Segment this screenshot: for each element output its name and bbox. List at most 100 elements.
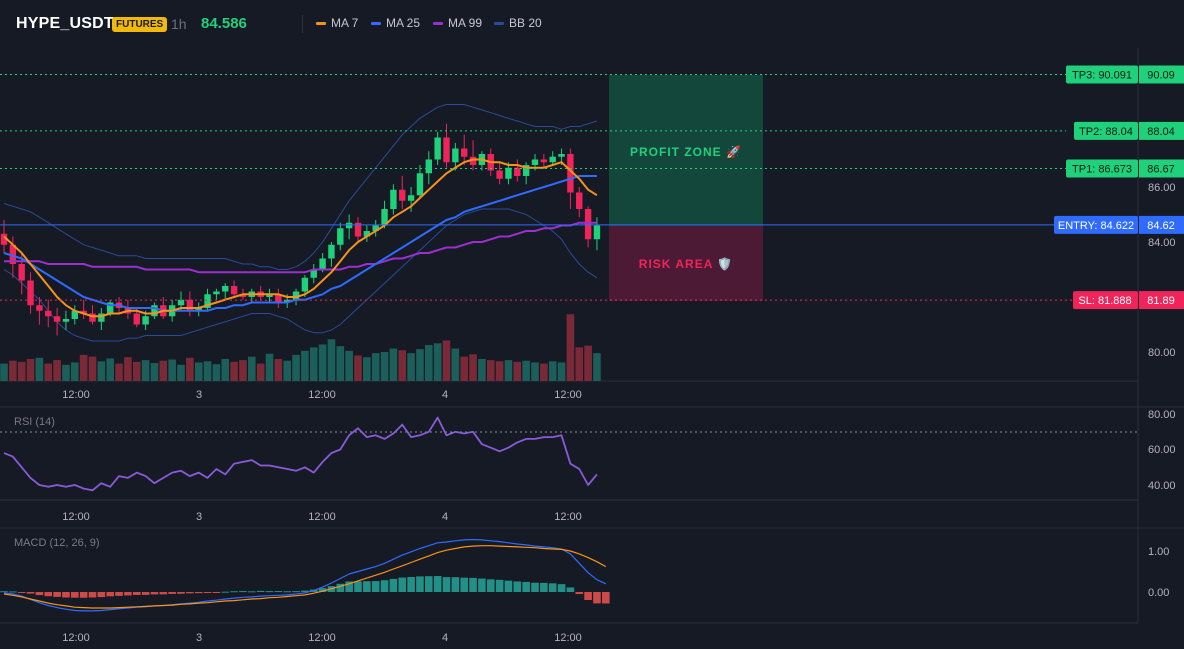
volume-bar [177, 364, 185, 381]
risk-zone-label: RISK AREA 🛡️ [639, 257, 733, 271]
macd-histogram-bar [469, 577, 477, 592]
candle-body [399, 189, 406, 201]
macd-histogram-bar [9, 591, 17, 593]
volume-bar [557, 362, 566, 381]
candle-body [133, 313, 140, 325]
volume-bar [97, 361, 106, 381]
macd-histogram-bar [486, 579, 495, 592]
legend-bb20[interactable]: BB 20 [494, 16, 542, 30]
macd-histogram-bar [53, 592, 61, 597]
macd-histogram-bar [177, 592, 185, 594]
volume-bar [248, 356, 256, 381]
volume-bar [407, 353, 415, 381]
volume-bar [389, 348, 398, 381]
macd-histogram-bar [495, 579, 504, 592]
volume-bar [531, 362, 539, 381]
volume-bar [44, 363, 53, 381]
rsi-tick: 60.00 [1148, 444, 1176, 456]
volume-bar [584, 345, 592, 381]
macd-tick: 0.00 [1148, 587, 1169, 599]
macd-histogram-bar [35, 592, 44, 596]
legend-ma7[interactable]: MA 7 [316, 16, 358, 30]
candle-body [540, 159, 548, 163]
candle-body [390, 189, 397, 209]
futures-badge: FUTURES [112, 17, 168, 32]
profit-zone [609, 75, 763, 226]
macd-histogram-bar [389, 578, 398, 592]
candle-body [36, 305, 43, 311]
macd-histogram-bar [186, 592, 194, 594]
candle-body [0, 233, 8, 245]
volume-bar [194, 362, 203, 381]
tp2-tag[interactable]: TP2: 88.04 88.04 [1074, 121, 1184, 140]
volume-bar [132, 361, 141, 381]
candle-body [213, 291, 220, 295]
price-axis[interactable]: 86.00 84.00 80.00 [1148, 182, 1176, 359]
volume-bar [478, 358, 486, 381]
macd-histogram-bar [62, 592, 70, 598]
macd-histogram-bar [460, 577, 468, 592]
timeframe-selector[interactable]: 1h [171, 16, 187, 32]
macd-histogram-bar [478, 578, 486, 592]
candle-body [522, 165, 530, 176]
macd-histogram-bar [371, 581, 380, 592]
volume-bar [398, 350, 407, 381]
volume-bar [495, 361, 504, 381]
candle-body [71, 310, 78, 319]
price-tick: 80.00 [1148, 347, 1176, 359]
macd-histogram-bar [44, 592, 53, 597]
volume-bar [442, 340, 451, 381]
macd-histogram-bar [442, 577, 451, 592]
macd-histogram-bar [248, 591, 256, 593]
volume-bar [106, 358, 114, 381]
candle-body [443, 137, 450, 163]
macd-histogram-bar [416, 576, 424, 592]
tp3-tag[interactable]: TP3: 90.091 90.09 [1066, 65, 1184, 84]
macd-histogram-bar [203, 592, 212, 593]
level-tags: TP3: 90.091 90.09 TP2: 88.04 88.04 TP1: … [1054, 65, 1184, 310]
entry-tag[interactable]: ENTRY: 84.622 84.62 [1054, 215, 1184, 234]
volume-bars [0, 314, 601, 381]
volume-bar [486, 360, 495, 381]
volume-bar [239, 360, 247, 381]
candle-body [53, 316, 61, 322]
candle-body [98, 313, 105, 322]
macd-histogram-bar [150, 592, 159, 595]
volume-bar [371, 353, 380, 381]
candle-body [310, 269, 317, 278]
tp1-tag[interactable]: TP1: 86.673 86.67 [1066, 159, 1184, 178]
tp1-axis-label: 86.67 [1147, 163, 1175, 175]
volume-bar [336, 346, 345, 381]
volume-bar [540, 363, 548, 381]
macd-histogram-bar [531, 582, 539, 592]
macd-histogram-bar [239, 591, 247, 593]
macd-histogram-bar [292, 591, 300, 593]
sl-tag[interactable]: SL: 81.888 81.89 [1073, 291, 1184, 310]
macd-histogram-bar [265, 591, 274, 593]
symbol-name[interactable]: HYPE_USDT [16, 15, 114, 32]
macd-axis: 1.00 0.00 [1148, 546, 1169, 599]
legend-bb20-label: BB 20 [509, 16, 542, 30]
trade-zones: PROFIT ZONE 🚀 RISK AREA 🛡️ [609, 75, 763, 301]
macd-histogram-bar [354, 581, 362, 592]
volume-bar [115, 363, 123, 381]
volume-bar [469, 354, 477, 381]
time-axis-main[interactable]: 12:00 3 12:00 4 12:00 [62, 389, 582, 401]
macd-histogram-bar [575, 592, 584, 595]
time-label: 4 [442, 632, 448, 644]
legend-ma25[interactable]: MA 25 [371, 16, 420, 30]
volume-bar [522, 360, 530, 381]
bb-lower-line [3, 208, 598, 342]
time-label: 12:00 [308, 632, 336, 644]
volume-bar [460, 356, 468, 381]
legend-ma99-label: MA 99 [448, 16, 483, 30]
macd-histogram-bar [221, 591, 230, 593]
macd-histogram-bar [380, 580, 389, 592]
macd-histogram-bar [540, 582, 548, 592]
macd-histogram-bar [88, 592, 97, 598]
macd-histogram-bar [433, 576, 442, 592]
candle-body [505, 167, 512, 179]
macd-histogram-bar [504, 580, 513, 592]
legend-ma99[interactable]: MA 99 [433, 16, 482, 30]
